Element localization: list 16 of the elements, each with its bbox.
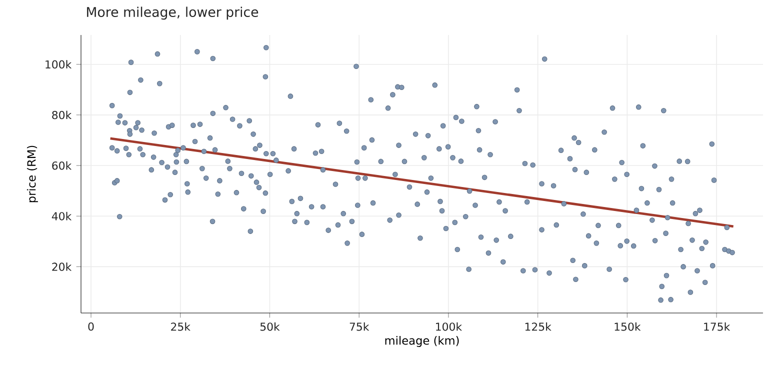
y-tick-label: 100k bbox=[46, 60, 72, 69]
x-tick-label: 175k bbox=[704, 322, 730, 331]
x-tick-label: 0 bbox=[88, 322, 94, 331]
x-tick-label: 75k bbox=[350, 322, 370, 331]
x-tick-label: 125k bbox=[525, 322, 552, 331]
x-tick-label: 25k bbox=[171, 322, 190, 331]
y-tick-label: 60k bbox=[52, 161, 72, 170]
chart-title: More mileage, lower price bbox=[87, 6, 258, 20]
x-tick-label: 50k bbox=[260, 322, 280, 331]
x-tick-label: 100k bbox=[436, 322, 462, 331]
y-tick-label: 40k bbox=[52, 212, 72, 220]
x-axis-title: mileage (km) bbox=[385, 336, 459, 347]
x-tick-label: 150k bbox=[614, 322, 641, 331]
y-tick-label: 20k bbox=[52, 262, 72, 271]
y-tick-label: 80k bbox=[52, 110, 72, 120]
y-axis-title: price (RM) bbox=[26, 146, 38, 202]
